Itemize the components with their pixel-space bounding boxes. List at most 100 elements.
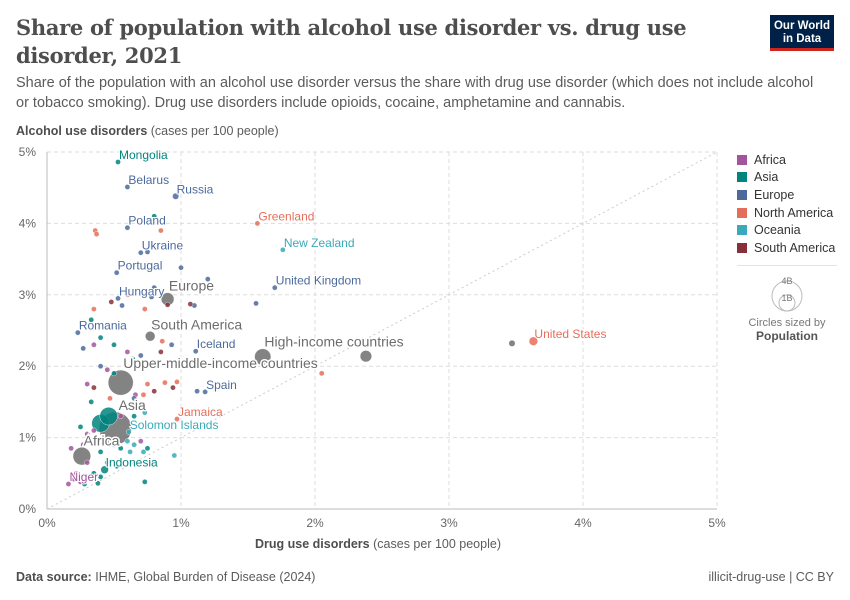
x-tick-label: 4% [574,516,592,530]
data-point [84,459,90,466]
data-point [124,349,131,355]
data-point-mongolia [115,159,121,165]
data-point [318,370,325,377]
data-point [91,470,97,477]
color-legend: Africa Asia Europe North America Oceania Sout… [737,151,835,257]
legend-label: Asia [754,170,779,185]
legend-swatch [737,225,747,236]
data-point [117,413,124,419]
legend-item[interactable]: Africa [737,151,835,169]
data-point [144,445,151,452]
y-tick-label: 4% [19,216,37,230]
owid-logo[interactable]: Our World in Data [770,15,834,51]
point-label: United States [534,327,606,341]
point-label: Africa [84,432,120,448]
size-legend-variable: Population [756,329,818,343]
size-legend-caption: Circles sized by [748,317,826,329]
legend-item[interactable]: South America [737,239,835,257]
point-label: Europe [169,278,214,294]
data-point [359,350,372,363]
data-point [127,449,133,455]
data-point [144,381,151,387]
data-source-text[interactable]: IHME, Global Burden of Disease (2024) [95,570,316,584]
data-point [84,474,90,480]
data-point [99,407,118,426]
legend-swatch [737,172,747,183]
data-point [204,276,211,282]
y-tick-label: 2% [19,359,37,373]
chart-subtitle: Share of the population with an alcohol … [16,75,814,111]
data-point-united-states [528,336,538,346]
data-point [171,452,178,459]
data-point [88,316,95,323]
data-point-greenland [254,220,261,227]
data-point [91,341,97,348]
data-source: Data source: IHME, Global Burden of Dise… [16,570,315,584]
point-label: Poland [128,214,165,228]
point-label: Asia [119,397,146,413]
y-axis-title-unit: (cases per 100 people) [150,124,279,138]
data-point [194,388,200,394]
y-tick-label: 1% [19,431,37,445]
data-point [73,470,80,477]
data-point [113,463,120,469]
data-point [124,438,131,444]
footer-license[interactable]: illicit-drug-use | CC BY [708,570,834,584]
y-tick-label: 0% [19,502,37,516]
chart-title: Share of population with alcohol use dis… [16,15,687,68]
x-tick-label: 3% [440,516,458,530]
data-point [151,324,157,330]
data-point-indonesia [100,465,109,474]
data-point [95,480,101,487]
x-axis-title-unit: (cases per 100 people) [373,537,501,551]
legend-item[interactable]: Oceania [737,221,835,239]
data-point [97,474,104,480]
data-point-united-kingdom [271,284,278,291]
data-point [151,213,157,220]
data-point-ukraine [137,249,144,256]
data-point-new-zealand [280,247,286,253]
data-point [80,345,86,352]
data-point [111,341,117,348]
point-label: South America [151,316,242,332]
data-point [142,409,148,416]
size-label-1b: 1B [781,293,792,303]
data-point [91,384,97,391]
data-point-portugal [113,269,120,276]
legend-label: Oceania [754,223,801,238]
data-point [84,431,90,437]
data-point [162,379,168,386]
data-point [151,284,157,291]
data-point [148,294,155,300]
y-axis-title: Alcohol use disorders (cases per 100 peo… [16,124,279,138]
data-point [104,459,111,466]
data-point [124,291,131,298]
point-label: United Kingdom [276,274,361,288]
legend-label: North America [754,205,834,220]
data-point-upper-middle-income-countries [107,369,134,396]
data-point [111,370,117,377]
x-tick-label: 1% [172,516,190,530]
data-source-label: Data source: [16,570,92,584]
data-point [170,384,176,391]
x-tick-label: 2% [306,516,324,530]
legend-item[interactable]: North America [737,204,835,222]
legend-item[interactable]: Europe [737,186,835,204]
point-label: Greenland [258,209,314,223]
size-legend-circles: 4B 1B [771,276,803,312]
data-point-russia [172,192,180,200]
data-point [137,363,144,370]
point-label: Iceland [197,337,236,351]
data-point [142,306,148,312]
data-point [77,424,84,430]
x-axis-title-bold: Drug use disorders [255,537,370,551]
data-point-hungary [115,295,121,302]
legend-item[interactable]: Asia [737,169,835,187]
data-point [151,388,157,394]
point-label: Portugal [118,259,163,273]
data-point-solomon-islands [125,429,132,435]
legend-swatch [737,189,747,200]
data-point [129,356,136,362]
point-label: New Zealand [284,236,355,250]
